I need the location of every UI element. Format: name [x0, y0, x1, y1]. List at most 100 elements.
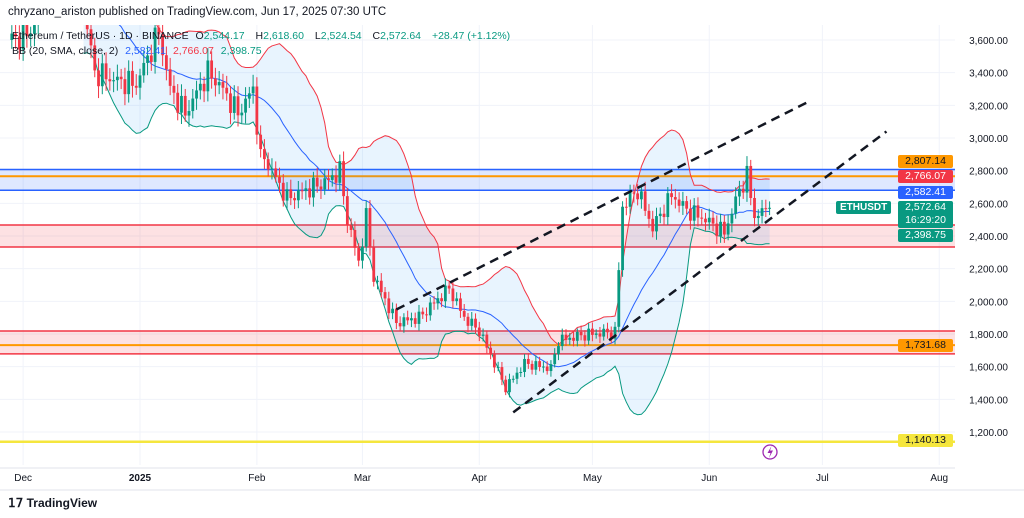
lightning-icon[interactable] — [762, 444, 778, 460]
candle-body — [632, 192, 636, 194]
candle-body — [232, 96, 236, 113]
candle — [549, 360, 553, 377]
candle-body — [504, 379, 508, 393]
candle — [609, 326, 613, 344]
candle — [146, 45, 149, 76]
x-tick-label: May — [583, 473, 602, 484]
candle-body — [398, 323, 402, 327]
candle — [489, 341, 493, 360]
candle — [17, 25, 21, 60]
candle — [334, 165, 338, 193]
bar-countdown: 16:29:20 — [905, 214, 946, 226]
candle — [715, 215, 719, 244]
candle — [398, 316, 402, 332]
legend-open: O2,544.17 — [196, 30, 249, 42]
bb-basis-value: 2,582.41 — [125, 45, 167, 57]
candle-body — [10, 33, 14, 40]
candle-body — [296, 190, 300, 201]
tv-logo-icon: 𝟣𝟩 — [8, 496, 27, 510]
candle-body — [221, 82, 225, 88]
candle-body — [568, 337, 572, 340]
candle-body — [741, 188, 745, 193]
candle-body — [609, 332, 613, 339]
candle — [413, 312, 417, 328]
candle — [104, 52, 108, 91]
tradingview-logo[interactable]: 𝟣𝟩 TradingView — [8, 496, 97, 510]
candle-body — [300, 190, 304, 192]
candle — [768, 201, 771, 216]
candle — [541, 361, 545, 373]
candle — [579, 325, 583, 341]
candle-body — [361, 246, 364, 261]
candle — [606, 322, 609, 339]
candle — [131, 61, 134, 98]
candle — [523, 354, 526, 378]
lightning-bolt-glyph — [767, 446, 773, 458]
candle — [85, 25, 89, 38]
candle — [274, 161, 278, 183]
change-value: +28.47 (+1.12%) — [431, 30, 511, 42]
candle-body — [474, 318, 477, 328]
candle-body — [138, 75, 142, 88]
bb-upper-price-tag: 2,766.07 — [898, 170, 953, 183]
candle-body — [376, 280, 379, 282]
candle-body — [149, 55, 153, 62]
candle-body — [749, 165, 753, 198]
candle — [553, 348, 557, 368]
candle — [10, 25, 14, 49]
candle-body — [176, 92, 180, 113]
x-tick-label: Apr — [472, 473, 488, 484]
candle-body — [394, 308, 398, 324]
candle-body — [146, 55, 149, 63]
candle-body — [508, 379, 511, 393]
candle-body — [658, 213, 662, 217]
candle-body — [85, 25, 89, 30]
candle — [308, 178, 312, 205]
symbol-tag: ETHUSDT — [836, 201, 892, 214]
candle-body — [553, 354, 557, 365]
candle — [647, 204, 651, 228]
candle-body — [270, 168, 274, 170]
candle — [138, 68, 142, 100]
candle-body — [496, 367, 500, 369]
candle-body — [240, 112, 244, 116]
low-label: L — [314, 30, 321, 42]
x-tick-label: Jun — [701, 473, 717, 484]
candle-body — [36, 25, 40, 26]
candle — [617, 262, 621, 333]
candle — [164, 46, 168, 81]
bb-lower-value: 2,398.75 — [220, 45, 262, 57]
candle — [662, 204, 666, 226]
candle-body — [157, 27, 161, 35]
candle-body — [515, 372, 519, 379]
candle — [21, 25, 25, 61]
close-label: C — [372, 30, 381, 42]
candle — [345, 187, 349, 233]
candle-body — [477, 327, 481, 336]
bb-title[interactable]: BB (20, SMA, close, 2) — [12, 45, 119, 57]
zone-red — [0, 225, 955, 247]
symbol-title[interactable]: Ethereum / TetherUS · 1D · BINANCE — [12, 30, 189, 42]
candle-body — [530, 363, 534, 370]
candle — [217, 70, 221, 95]
candle — [161, 25, 165, 67]
candle — [443, 278, 447, 308]
candle — [640, 185, 643, 209]
candle-body — [387, 298, 391, 314]
candle — [255, 77, 259, 145]
candle — [391, 302, 394, 320]
candle — [97, 58, 100, 99]
candle-body — [738, 188, 741, 197]
candle-body — [591, 328, 594, 335]
high-value: 2,618.60 — [263, 30, 304, 42]
candle — [383, 287, 387, 306]
candle-body — [666, 193, 670, 218]
candle-body — [673, 197, 677, 200]
candle-body — [519, 371, 523, 373]
candle — [206, 48, 210, 102]
candle — [651, 210, 655, 238]
candle-body — [134, 85, 138, 88]
candle-body — [172, 85, 176, 93]
candle-body — [229, 93, 232, 113]
